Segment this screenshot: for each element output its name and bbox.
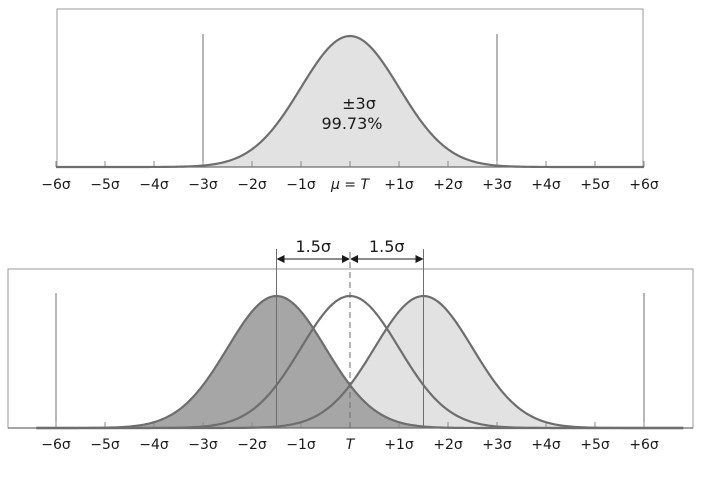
x-tick-label: T — [346, 437, 356, 453]
x-tick-label: +4σ — [531, 437, 561, 453]
x-tick-label: −6σ — [41, 177, 71, 193]
x-tick-label: +6σ — [629, 437, 659, 453]
x-tick-label: +2σ — [433, 177, 463, 193]
x-tick-label: −4σ — [139, 177, 169, 193]
x-tick-label: −1σ — [286, 177, 316, 193]
x-tick-label: +3σ — [482, 177, 512, 193]
percent-label: 99.73% — [321, 114, 382, 133]
x-tick-labels: −6σ −5σ −4σ −3σ −2σ −1σ μ = T +1σ +2σ +3σ +4σ +5σ +6… — [41, 177, 659, 193]
x-tick-label: −3σ — [188, 177, 218, 193]
x-tick-label: +4σ — [531, 177, 561, 193]
x-tick-label: +5σ — [580, 177, 610, 193]
centered-process-panel: ±3σ 99.73% −6σ −5σ −4σ −3σ −2σ −1σ μ = T +1σ +2σ… — [41, 8, 659, 193]
shift-dimension-arrows: 1.5σ 1.5σ — [276, 237, 424, 263]
normal-curve-area — [203, 36, 497, 167]
left-shift-curve-area — [36, 296, 684, 428]
x-tick-label: +1σ — [384, 177, 414, 193]
x-tick-label: −2σ — [237, 437, 267, 453]
left-arrow-head — [342, 255, 350, 263]
x-tick-label: μ = T — [330, 177, 371, 193]
x-tick-label: −3σ — [188, 437, 218, 453]
shifted-process-panel: −6σ −5σ −4σ −3σ −2σ −1σ T +1σ +2σ +3σ +4σ +5σ +6σ 1.… — [7, 237, 694, 453]
right-arrow-head — [350, 255, 358, 263]
x-tick-label: +6σ — [629, 177, 659, 193]
x-tick-label: +5σ — [580, 437, 610, 453]
x-tick-label: −5σ — [90, 437, 120, 453]
right-shift-label: 1.5σ — [369, 237, 405, 256]
x-tick-label: −1σ — [286, 437, 316, 453]
left-arrow-head — [276, 255, 285, 263]
range-label: ±3σ — [342, 94, 376, 113]
x-tick-label: −2σ — [237, 177, 267, 193]
x-tick-label: +2σ — [433, 437, 463, 453]
left-shift-label: 1.5σ — [295, 237, 331, 256]
right-arrow-head — [415, 255, 424, 263]
x-tick-label: +1σ — [384, 437, 414, 453]
x-tick-label: −5σ — [90, 177, 120, 193]
x-tick-label: +3σ — [482, 437, 512, 453]
x-tick-labels: −6σ −5σ −4σ −3σ −2σ −1σ T +1σ +2σ +3σ +4σ +5σ +6σ — [41, 437, 659, 453]
x-tick-label: −4σ — [139, 437, 169, 453]
x-tick-label: −6σ — [41, 437, 71, 453]
